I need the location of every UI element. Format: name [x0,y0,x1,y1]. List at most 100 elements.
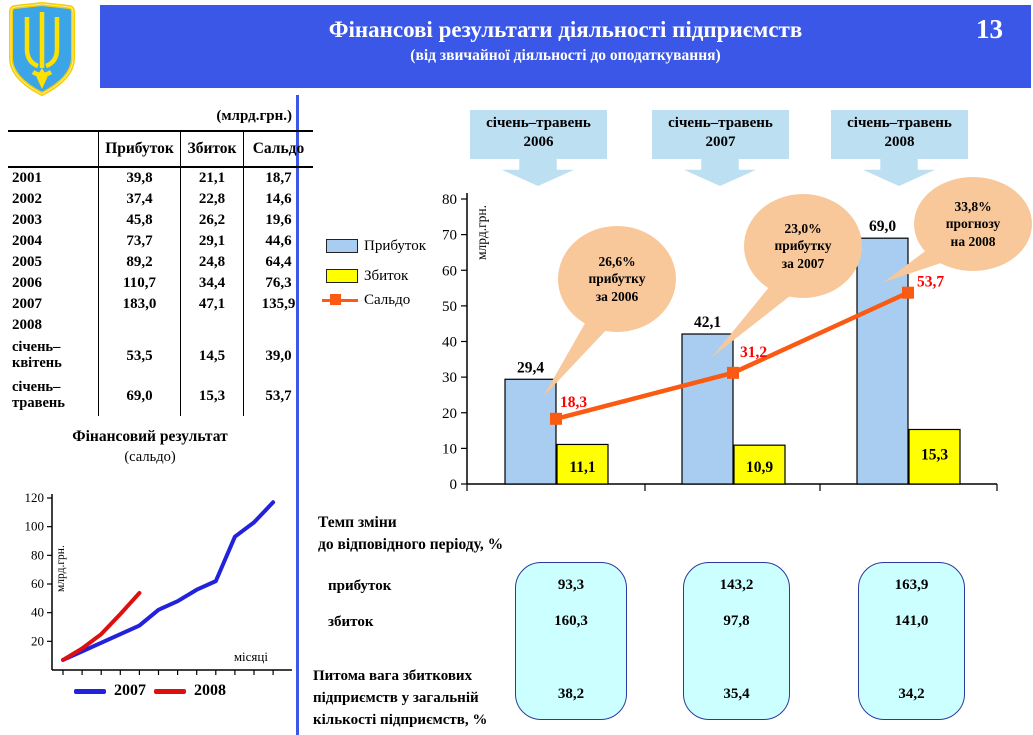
svg-text:15,3: 15,3 [921,446,948,463]
svg-text:50: 50 [442,299,457,315]
table-unit-label: (млрд.грн.) [216,108,292,124]
bubble-line: за 2007 [781,255,825,271]
table-row: 2008 [8,315,313,336]
svg-text:20: 20 [31,633,44,648]
svg-text:20: 20 [442,406,457,422]
svg-text:60: 60 [442,263,457,279]
page-title: Фінансові результати діяльності підприєм… [328,17,803,42]
svg-text:69,0: 69,0 [869,218,896,235]
tempo-row-label-loss: збиток [328,614,374,630]
col-header-profit: Прибуток [98,130,181,168]
legend-label-loss: Збиток [364,267,409,284]
header-banner: Фінансові результати діяльності підприєм… [100,5,1031,88]
legend-label-saldo: Сальдо [364,291,411,308]
svg-text:млрд.грн.: млрд.грн. [474,205,489,260]
period-year: 2006 [523,134,554,150]
period-label: січень–травень [668,115,773,131]
value-share: 35,4 [723,686,750,702]
down-arrow-icon [502,159,574,186]
value-loss: 141,0 [894,613,929,629]
table-row: 2004 73,7 29,1 44,6 [8,231,313,252]
svg-text:18,3: 18,3 [560,394,587,411]
table-row: січень– квітень 53,5 14,5 39,0 [8,336,313,376]
callout-bubble-2006: 26,6% прибутку за 2006 [558,226,676,332]
down-arrow-icon [863,159,935,186]
page-subtitle: (від звичайної діяльності до оподаткуван… [410,47,721,64]
bubble-line: на 2008 [950,233,996,249]
bubble-line: за 2006 [595,288,639,304]
legend-item-saldo: Сальдо [322,291,411,308]
mini-chart-legend: 2007 2008 [20,682,280,700]
svg-text:11,1: 11,1 [569,459,595,476]
tempo-heading: Темп зміни до відповідного періоду, % [318,514,504,554]
bubble-line: прогнозу [945,216,1001,232]
callout-bubble-2008: 33,8% прогнозу на 2008 [914,177,1032,271]
table-row: січень– травень 69,0 15,3 53,7 [8,376,313,416]
share-label: Питома вага збиткових підприємств у зага… [313,668,488,728]
corner-cell [8,130,99,168]
table-header-row: Прибуток Збиток Сальдо [8,130,313,168]
period-label: січень–травень [847,115,952,131]
period-callout-2008: січень–травень 2008 [831,110,968,159]
mini-chart-title: Фінансовий результат [72,428,228,445]
svg-text:0: 0 [450,477,458,493]
svg-text:60: 60 [31,576,44,591]
bubble-line: прибутку [588,271,646,287]
col-header-saldo: Сальдо [243,130,313,168]
mini-chart-subtitle: (сальдо) [124,449,176,465]
bubble-line: 26,6% [598,253,636,269]
period-year: 2008 [884,134,915,150]
table-row: 2003 45,8 26,2 19,6 [8,210,313,231]
svg-text:40: 40 [31,605,44,620]
tempo-row-label-profit: прибуток [328,578,392,594]
legend-label-2008: 2008 [194,682,226,699]
table-row: 2006 110,7 34,4 76,3 [8,273,313,294]
legend-item-loss: Збиток [326,267,409,284]
legend-label-profit: Прибуток [364,237,427,254]
value-loss: 97,8 [723,613,750,629]
legend-label-2007: 2007 [114,682,146,699]
value-profit: 143,2 [719,577,754,593]
legend-dash-2008 [154,688,186,694]
svg-text:80: 80 [31,547,44,562]
svg-text:53,7: 53,7 [917,274,944,291]
value-profit: 93,3 [557,577,585,593]
period-year: 2007 [705,134,736,150]
svg-text:100: 100 [25,519,45,534]
table-row: 2002 37,4 22,8 14,6 [8,189,313,210]
svg-text:120: 120 [25,490,45,505]
table-row: 2007 183,0 47,1 135,9 [8,294,313,315]
value-box-2006: 93,3 160,3 38,2 [515,562,627,720]
down-arrow-icon [684,159,756,186]
period-callout-2007: січень–травень 2007 [652,110,789,159]
legend-item-profit: Прибуток [326,237,427,254]
period-label: січень–травень [486,115,591,131]
svg-text:40: 40 [442,335,457,351]
svg-text:80: 80 [442,192,457,208]
bubble-line: 23,0% [784,220,822,236]
ukraine-coat-of-arms-logo [9,2,75,97]
table-row: 2005 89,2 24,8 64,4 [8,252,313,273]
value-profit: 163,9 [894,577,929,593]
page-number: 13 [976,14,1003,44]
col-header-loss: Збиток [180,130,244,168]
svg-text:місяці: місяці [234,649,269,664]
trident-icon [24,12,60,78]
value-share: 38,2 [557,686,585,702]
value-loss: 160,3 [554,613,588,629]
legend-swatch-saldo [322,294,358,306]
svg-text:млрд.грн.: млрд.грн. [55,545,67,592]
value-box-2008: 163,9 141,0 34,2 [858,562,965,720]
legend-swatch-profit [326,239,358,253]
svg-text:10,9: 10,9 [746,459,773,476]
financial-table: Прибуток Збиток Сальдо 2001 39,8 21,1 18,7 … [8,130,313,416]
svg-text:29,4: 29,4 [517,359,544,376]
svg-text:70: 70 [442,228,457,244]
legend-swatch-loss [326,269,358,283]
bubble-line: 33,8% [954,198,992,214]
value-share: 34,2 [898,686,925,702]
svg-text:42,1: 42,1 [694,314,721,331]
svg-text:10: 10 [442,441,457,457]
legend-dash-2007 [74,688,106,694]
